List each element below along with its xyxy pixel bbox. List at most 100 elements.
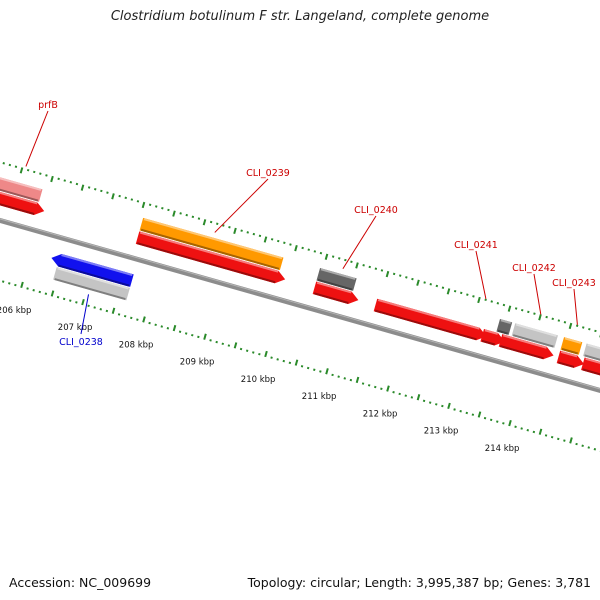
gene-leader-line bbox=[80, 294, 90, 335]
tick-minor bbox=[93, 306, 96, 309]
feature-highlight bbox=[57, 267, 129, 290]
label-layer: prfB CLI_0239 CLI_0240 CLI_0241 CLI_0242 CLI_… bbox=[25, 100, 596, 348]
feature-shade bbox=[317, 278, 353, 291]
tick-minor bbox=[496, 302, 500, 305]
tick-major bbox=[111, 307, 116, 314]
tick-major bbox=[385, 270, 390, 278]
feature-shade bbox=[481, 339, 496, 346]
plus-strand-ruler bbox=[2, 162, 600, 338]
tick-minor bbox=[453, 289, 457, 293]
feature-shade bbox=[561, 348, 579, 355]
tick-major bbox=[111, 193, 115, 200]
feature-shade bbox=[512, 334, 554, 348]
map-title: Clostridium botulinum F str. Langeland, … bbox=[110, 9, 490, 24]
tick-minor bbox=[533, 312, 536, 315]
feature-darkgray-3 bbox=[496, 318, 513, 335]
tick-minor bbox=[179, 212, 182, 215]
feature-shade bbox=[58, 264, 130, 287]
tick-minor bbox=[221, 342, 225, 346]
tick-minor bbox=[550, 435, 554, 439]
tick-major bbox=[141, 201, 146, 209]
feature-orange-5 bbox=[560, 337, 583, 355]
tick-minor bbox=[502, 303, 506, 307]
tick-minor bbox=[136, 200, 140, 203]
tick-major bbox=[568, 322, 573, 330]
tick-minor bbox=[209, 339, 212, 342]
tick-minor bbox=[575, 324, 579, 327]
tick-minor bbox=[148, 203, 152, 206]
feature-highlight bbox=[140, 231, 279, 273]
tick-minor bbox=[520, 427, 523, 430]
minus-strand-ruler: 206 kbp 207 kbp 208 kbp 209 kbp 210 kbp 211 k… bbox=[0, 280, 600, 454]
tick-minor bbox=[441, 286, 445, 289]
tick-minor bbox=[514, 425, 517, 429]
tick-minor bbox=[588, 327, 591, 331]
tick-minor bbox=[563, 439, 566, 442]
feature-shade bbox=[54, 278, 126, 301]
feature-body bbox=[511, 323, 558, 348]
tick-minor bbox=[483, 416, 487, 420]
tick-minor bbox=[245, 349, 249, 352]
feature-body bbox=[316, 267, 357, 291]
tick-minor bbox=[338, 257, 341, 260]
tick-minor bbox=[117, 313, 121, 316]
tick-major bbox=[172, 324, 177, 332]
tick-major bbox=[50, 175, 54, 183]
tick-minor bbox=[222, 224, 225, 227]
feature-red-13 bbox=[556, 350, 585, 368]
tick-minor bbox=[178, 330, 182, 333]
tick-minor bbox=[557, 437, 560, 441]
feature-shade bbox=[137, 242, 276, 284]
tick-major bbox=[172, 210, 176, 217]
feature-body bbox=[312, 281, 359, 304]
tick-minor bbox=[423, 281, 426, 284]
tick-minor bbox=[100, 189, 103, 193]
tick-minor bbox=[39, 172, 42, 175]
tick-minor bbox=[563, 321, 567, 324]
feature-body bbox=[373, 298, 487, 341]
tick-major bbox=[386, 385, 390, 392]
backbone-layer bbox=[0, 217, 600, 394]
tick-minor bbox=[428, 401, 432, 404]
tick-minor bbox=[422, 399, 426, 403]
tick-major bbox=[325, 368, 329, 375]
tick-minor bbox=[405, 276, 408, 279]
feature-red-14 bbox=[581, 357, 600, 376]
tick-minor bbox=[587, 446, 590, 449]
tick-major bbox=[507, 305, 512, 312]
tick-minor bbox=[575, 442, 578, 446]
tick-major bbox=[477, 411, 482, 418]
gene-leader-line bbox=[533, 273, 542, 315]
feature-shade bbox=[140, 228, 280, 270]
tick-minor bbox=[124, 196, 127, 200]
tick-minor bbox=[99, 308, 103, 311]
feature-body bbox=[53, 267, 130, 301]
tick-minor bbox=[557, 319, 561, 322]
tick-major bbox=[81, 298, 85, 306]
tick-major bbox=[233, 342, 238, 349]
tick-minor bbox=[502, 422, 505, 425]
feature-shade bbox=[557, 361, 575, 368]
tick-minor bbox=[106, 191, 109, 194]
tick-minor bbox=[32, 289, 35, 292]
tick-minor bbox=[551, 317, 554, 321]
feature-highlight bbox=[502, 334, 547, 349]
feature-shade bbox=[499, 345, 544, 360]
tick-minor bbox=[258, 352, 261, 356]
tick-minor bbox=[301, 246, 304, 250]
feature-shade bbox=[582, 368, 600, 376]
feature-red-12 bbox=[498, 334, 554, 360]
feature-lightgray-4 bbox=[511, 323, 558, 348]
feature-highlight bbox=[61, 254, 133, 276]
feature-body bbox=[0, 191, 45, 215]
tick-minor bbox=[209, 220, 213, 224]
tick-minor bbox=[56, 295, 60, 299]
gene-label: prfB bbox=[38, 100, 58, 111]
tick-minor bbox=[319, 370, 322, 373]
tick-minor bbox=[130, 198, 134, 201]
gene-leader-line bbox=[214, 178, 269, 233]
tick-minor bbox=[185, 213, 188, 217]
backbone-line bbox=[0, 217, 600, 394]
feature-highlight bbox=[500, 319, 511, 324]
tick-minor bbox=[130, 316, 133, 320]
